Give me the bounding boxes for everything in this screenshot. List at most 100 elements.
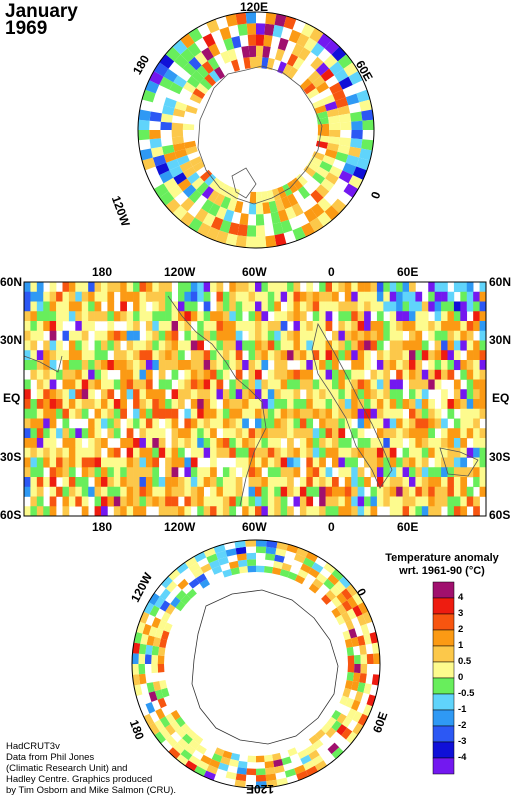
grid-cell	[210, 428, 217, 439]
polar-cell	[152, 636, 161, 647]
polar-cell	[336, 713, 347, 725]
grid-cell	[145, 379, 153, 390]
grid-cell	[113, 467, 121, 478]
grid-cell	[370, 457, 378, 468]
grid-cell	[421, 350, 429, 361]
grid-cell	[415, 496, 423, 507]
polar-cell	[371, 642, 380, 654]
grid-cell	[255, 496, 262, 507]
grid-cell	[376, 301, 384, 312]
grid-cell	[344, 438, 352, 449]
grid-cell	[139, 311, 147, 322]
grid-cell	[447, 506, 455, 516]
polar-cell	[174, 101, 188, 112]
grid-cell	[267, 330, 275, 341]
grid-cell	[434, 350, 442, 361]
polar-cell	[357, 713, 369, 726]
grid-cell	[126, 477, 134, 488]
polar-cell	[145, 644, 153, 655]
grid-cell	[107, 340, 115, 351]
grid-cell	[190, 477, 198, 488]
grid-cell	[56, 408, 63, 419]
polar-cell	[151, 617, 161, 629]
polar-cell	[351, 699, 361, 711]
data-credit: HadCRUT3v Data from Phil Jones (Climatic…	[6, 741, 176, 796]
polar-cell	[325, 727, 337, 739]
polar-cell	[352, 711, 363, 723]
polar-cell	[235, 12, 247, 25]
grid-cell	[203, 311, 211, 322]
grid-cell	[396, 379, 403, 390]
polar-cell	[354, 654, 361, 664]
grid-cell	[62, 379, 70, 390]
grid-cell	[203, 496, 211, 507]
grid-cell	[255, 282, 262, 293]
polar-cell	[346, 608, 357, 620]
grid-cell	[319, 467, 326, 478]
grid-cell	[460, 399, 468, 410]
grid-cell	[165, 399, 172, 410]
polar-cell	[351, 130, 363, 140]
polar-cell	[168, 747, 181, 759]
grid-cell	[287, 330, 294, 341]
polar-cell	[154, 596, 165, 609]
polar-cell	[305, 744, 317, 755]
eq-right-lat-30n: 30N	[489, 333, 512, 347]
grid-cell	[203, 408, 211, 419]
grid-cell	[280, 379, 288, 390]
grid-cell	[255, 330, 262, 341]
grid-cell	[24, 321, 31, 332]
grid-cell	[210, 369, 217, 380]
grid-cell	[81, 291, 89, 302]
grid-cell	[447, 408, 455, 419]
grid-cell	[24, 360, 31, 371]
grid-cell	[43, 408, 50, 419]
north-anomaly-cells	[138, 12, 374, 248]
grid-cell	[133, 399, 140, 410]
grid-cell	[222, 506, 230, 516]
grid-cell	[210, 506, 217, 516]
grid-cell	[49, 282, 57, 293]
polar-cell	[234, 779, 246, 788]
grid-cell	[338, 389, 346, 400]
grid-cell	[415, 438, 423, 449]
grid-cell	[107, 496, 115, 507]
polar-cell	[346, 731, 358, 744]
grid-cell	[421, 418, 429, 429]
grid-cell	[94, 311, 102, 322]
grid-cell	[383, 477, 391, 488]
grid-cell	[409, 330, 416, 341]
grid-cell	[383, 369, 391, 380]
polar-cell	[161, 687, 170, 698]
grid-cell	[133, 467, 140, 478]
grid-cell	[453, 438, 461, 449]
grid-cell	[344, 477, 352, 488]
polar-cell	[341, 588, 353, 601]
grid-cell	[396, 477, 403, 488]
grid-cell	[62, 496, 70, 507]
grid-cell	[216, 301, 224, 312]
grid-cell	[370, 301, 378, 312]
grid-cell	[396, 311, 403, 322]
grid-cell	[261, 340, 269, 351]
grid-cell	[479, 311, 486, 322]
grid-cell	[364, 282, 371, 293]
grid-cell	[88, 418, 95, 429]
polar-cell	[177, 578, 189, 590]
grid-cell	[421, 321, 429, 332]
grid-cell	[101, 350, 108, 361]
grid-cell	[101, 496, 108, 507]
grid-cell	[113, 399, 121, 410]
grid-cell	[396, 369, 403, 380]
grid-cell	[49, 301, 57, 312]
polar-cell	[199, 78, 213, 91]
grid-cell	[178, 486, 185, 497]
grid-cell	[210, 330, 217, 341]
grid-cell	[165, 330, 172, 341]
grid-cell	[222, 399, 230, 410]
polar-cell	[177, 738, 189, 750]
polar-cell	[138, 643, 147, 655]
grid-cell	[24, 506, 31, 516]
grid-cell	[203, 506, 211, 516]
grid-cell	[460, 301, 468, 312]
